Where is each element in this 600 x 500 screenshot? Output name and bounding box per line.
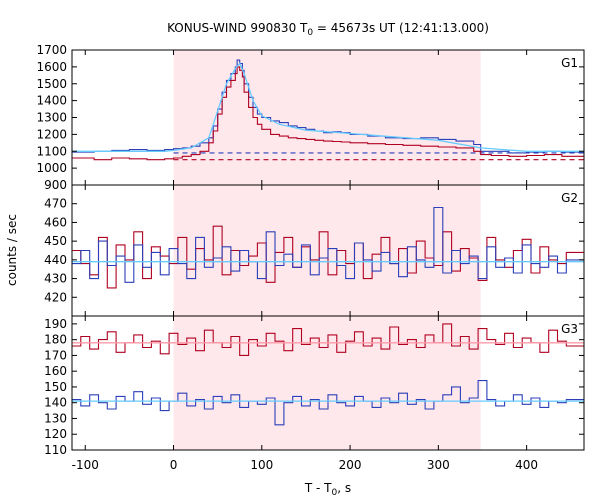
panel-g1-y-tick-label: 900 xyxy=(44,178,67,192)
panel-g1-series-light_blue xyxy=(72,62,584,152)
text-layer: KONUS-WIND 990830 T0 = 45673s UT (12:41:… xyxy=(5,21,578,498)
panel-g1-series-red xyxy=(72,66,584,161)
panel-g1-y-tick-label: 1600 xyxy=(36,60,67,74)
highlight-layer xyxy=(173,50,481,450)
panel-g3-y-tick-label: 110 xyxy=(44,443,67,457)
panel-g1-label: G1 xyxy=(561,56,578,70)
y-axis-label: counts / sec xyxy=(5,214,19,286)
panel-g2-y-tick-label: 430 xyxy=(44,272,67,286)
panel-g3-label: G3 xyxy=(561,322,578,336)
panel-g2-y-tick-label: 460 xyxy=(44,215,67,229)
panel-g1-y-tick-label: 1500 xyxy=(36,77,67,91)
chart-title: KONUS-WIND 990830 T0 = 45673s UT (12:41:… xyxy=(167,21,489,38)
panel-g1-y-tick-label: 1100 xyxy=(36,144,67,158)
panel-g3-y-tick-label: 160 xyxy=(44,364,67,378)
panel-g1-series-blue xyxy=(72,59,584,154)
panel-g3-series-red xyxy=(72,323,584,356)
panel-g3-y-tick-label: 190 xyxy=(44,317,67,331)
frame-layer xyxy=(71,49,585,451)
panel-g2-y-tick-label: 450 xyxy=(44,234,67,248)
panel-g3-y-tick-label: 150 xyxy=(44,380,67,394)
panel-g3-y-tick-label: 180 xyxy=(44,333,67,347)
panel-g2-y-tick-label: 420 xyxy=(44,290,67,304)
series-layer xyxy=(72,59,584,426)
panel-g1-y-tick-label: 1200 xyxy=(36,127,67,141)
x-tick-label: 400 xyxy=(515,458,538,472)
x-tick-label: 100 xyxy=(250,458,273,472)
panel-g2-y-tick-label: 440 xyxy=(44,253,67,267)
panel-g3-series-blue xyxy=(72,380,584,426)
panel-g2-y-tick-label: 470 xyxy=(44,197,67,211)
burst-interval-highlight xyxy=(173,50,481,450)
x-axis-label: T - T0, s xyxy=(304,481,351,498)
panel-g3-y-tick-label: 130 xyxy=(44,411,67,425)
panel-g1-y-tick-label: 1400 xyxy=(36,94,67,108)
panel-g2-series-red xyxy=(72,225,584,289)
panel-g2-label: G2 xyxy=(561,191,578,205)
panel-g1-y-tick-label: 1000 xyxy=(36,161,67,175)
panel-g2-series-blue xyxy=(72,206,584,283)
panel-g1-y-tick-label: 1700 xyxy=(36,43,67,57)
x-tick-label: 300 xyxy=(427,458,450,472)
x-tick-label: 200 xyxy=(339,458,362,472)
panel-g3-y-tick-label: 120 xyxy=(44,427,67,441)
panel-g3-y-tick-label: 140 xyxy=(44,396,67,410)
panel-g1-y-tick-label: 1300 xyxy=(36,111,67,125)
panel-g3-frame xyxy=(71,315,585,451)
x-tick-label: -100 xyxy=(72,458,99,472)
x-tick-label: 0 xyxy=(170,458,178,472)
panel-g3-y-tick-label: 170 xyxy=(44,348,67,362)
